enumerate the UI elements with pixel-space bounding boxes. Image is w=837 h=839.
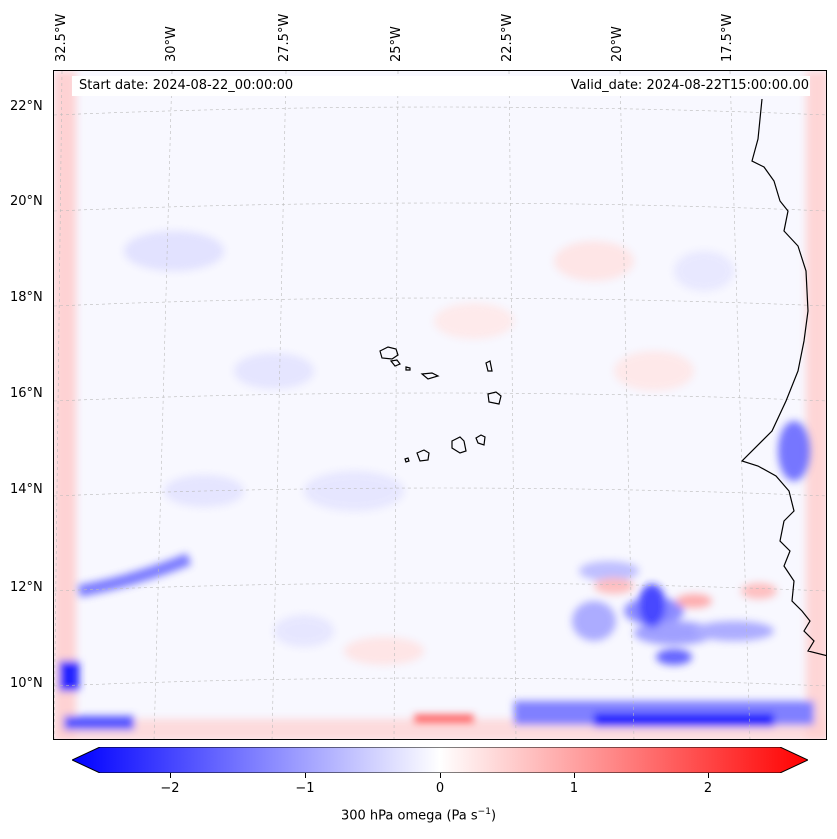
colorbar-tick-mark (170, 773, 171, 778)
lon-tick-label: 27.5°W (277, 13, 292, 62)
colorbar-tick-label: −1 (295, 781, 315, 796)
map-panel (53, 70, 827, 740)
lon-tick-label: 30°W (164, 26, 179, 62)
lon-tick-label: 32.5°W (54, 13, 69, 62)
lat-tick-label: 18°N (10, 290, 43, 305)
lat-tick-label: 20°N (10, 194, 43, 209)
omega-blobs (77, 231, 810, 665)
colorbar-tick-label: 1 (569, 781, 579, 796)
lon-tick-label: 25°W (389, 26, 404, 62)
omega-field (54, 71, 826, 739)
start-date-label: Start date: 2024-08-22_00:00:00 (79, 78, 294, 93)
lat-tick-label: 22°N (10, 99, 43, 114)
africa-coastline (740, 98, 826, 657)
lat-tick-label: 10°N (10, 676, 43, 691)
lon-tick-label: 20°W (610, 26, 625, 62)
colorbar-label: 300 hPa omega (Pa s−1) (340, 807, 497, 824)
boundary-artifacts (54, 71, 826, 739)
colorbar-tick-label: 2 (703, 781, 713, 796)
colorbar-tick-mark (305, 773, 306, 778)
lat-tick-label: 12°N (10, 580, 43, 595)
lat-tick-label: 14°N (10, 482, 43, 497)
valid-date-label: Valid_date: 2024-08-22T15:00:00.00 (570, 78, 809, 93)
cape-verde-islands (379, 346, 502, 463)
graticule (54, 71, 826, 739)
header-band (72, 76, 810, 96)
lon-tick-label: 22.5°W (500, 13, 515, 62)
colorbar-tick-mark (574, 773, 575, 778)
colorbar-tick-mark (440, 773, 441, 778)
colorbar-tick-mark (708, 773, 709, 778)
colorbar-tick-label: 0 (435, 781, 445, 796)
colorbar-tick-label: −2 (160, 781, 180, 796)
lat-tick-label: 16°N (10, 386, 43, 401)
lon-tick-label: 17.5°W (720, 13, 735, 62)
colorbar (72, 747, 808, 773)
